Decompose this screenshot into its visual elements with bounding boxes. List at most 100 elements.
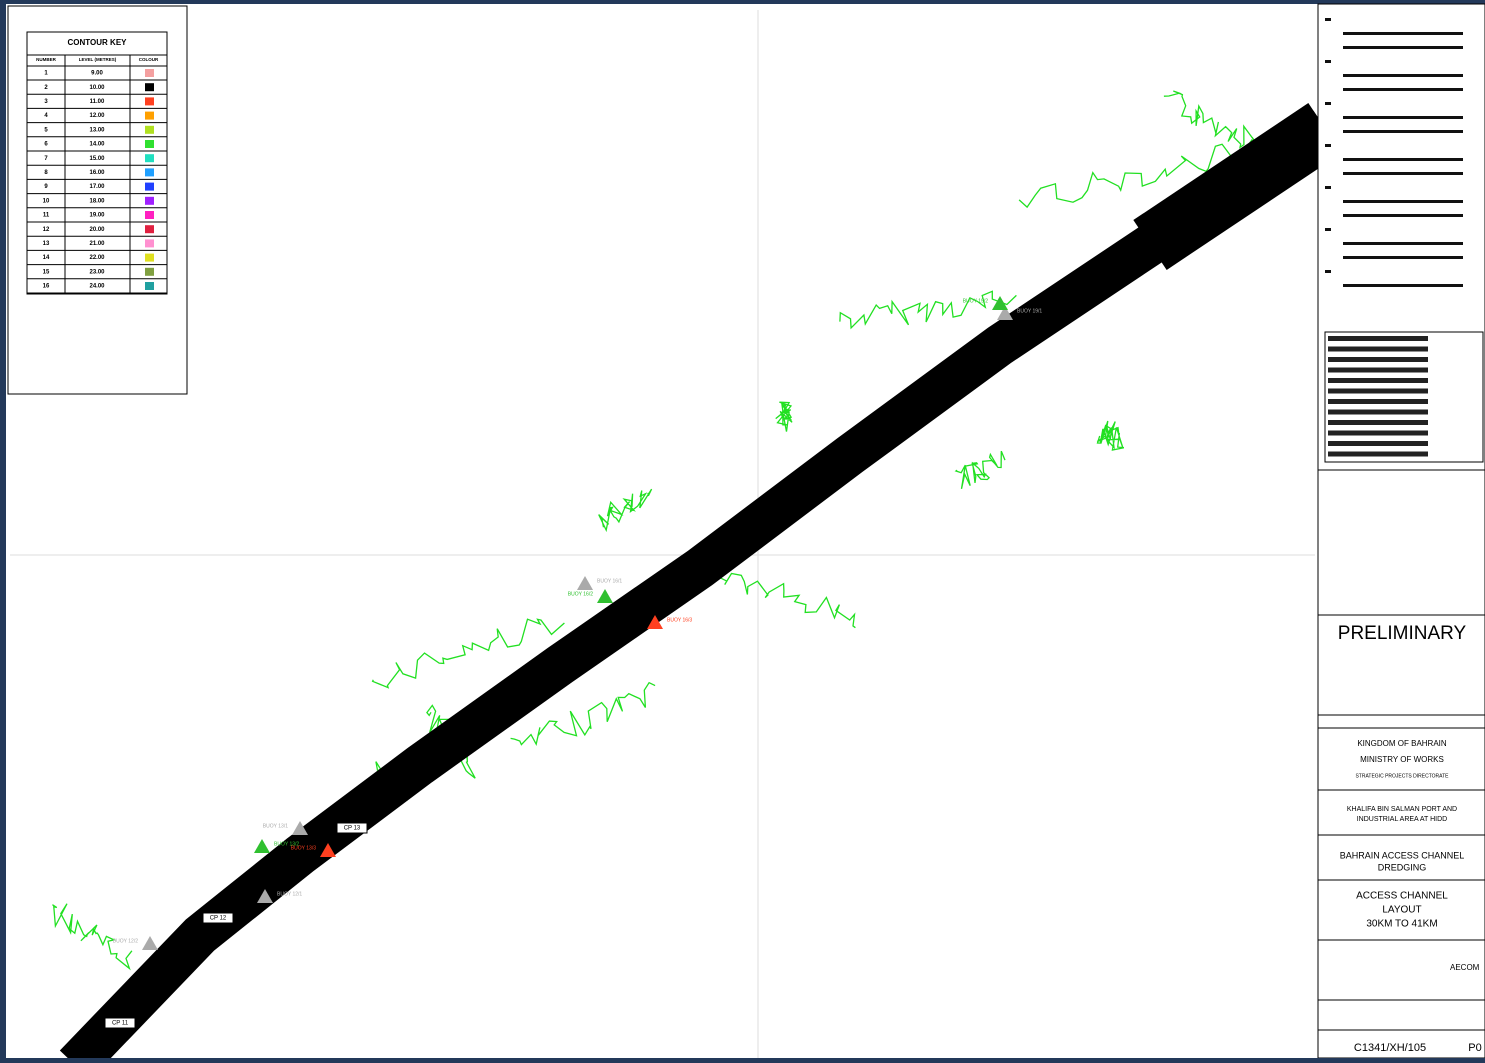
title-block-content: PRELIMINARY KINGDOM OF BAHRAIN MINISTRY OF… [1318,18,1485,1054]
buoy-symbol [320,843,336,857]
note-line [1343,242,1463,245]
revision: P0 [1468,1042,1481,1054]
coord-row [1328,346,1428,352]
contour-line [954,450,1006,490]
key-level: 15.00 [89,156,105,162]
key-level: 14.00 [89,142,105,148]
buoy-label: BUOY 16/2 [568,591,593,597]
key-swatch [145,282,154,290]
note-line [1343,200,1463,203]
note-line [1325,60,1331,63]
marker-box [336,822,368,834]
key-level: 22.00 [89,255,105,261]
key-swatch [145,267,154,276]
note-line [1343,158,1463,161]
key-swatch [145,196,154,205]
key-level: 18.00 [89,198,105,204]
note-line [1325,228,1331,231]
key-swatch [145,97,154,106]
key-number: 2 [44,85,48,91]
key-number: 1 [44,71,48,77]
note-line [1343,214,1463,217]
buoy-label: BUOY 19/2 [963,298,988,304]
client: STRATEGIC PROJECTS DIRECTORATE [1355,773,1449,779]
key-number: 5 [44,127,48,133]
title-block [1317,3,1485,1059]
coord-row [1328,451,1428,457]
key-header: NUMBER [36,57,56,62]
buoy-label: BUOY 13/3 [291,845,316,851]
contour-line [1018,138,1258,209]
buoy-label: BUOY 12/1 [277,891,302,897]
marker-label: CP 13 [344,826,361,832]
buoy-symbol [597,589,613,603]
coord-row [1328,399,1428,404]
key-swatch [145,111,154,120]
buoy-symbol [254,839,270,853]
marker-label: CP 12 [210,916,227,922]
key-level: 20.00 [89,227,105,233]
note-line [1343,88,1463,91]
key-number: 7 [44,156,48,162]
note-line [1325,270,1331,273]
buoy-label: BUOY 12/2 [113,938,138,944]
key-level: 11.00 [90,99,105,105]
contour-line [1096,420,1125,451]
key-level: 9.00 [91,71,103,77]
project: INDUSTRIAL AREA AT HIDD [1357,816,1448,823]
coord-table [1324,331,1484,463]
coord-row [1328,420,1428,425]
project: KHALIFA BIN SALMAN PORT AND [1347,806,1457,813]
key-swatch [145,154,154,163]
key-number: 11 [43,213,50,219]
channel [59,110,1337,1063]
key-number: 10 [43,198,50,204]
labels: BUOY 19/1 BUOY 19/2 BUOY 16/1 BUOY 16/2 BUOY… [104,296,1042,1029]
key-level: 23.00 [89,269,105,275]
contract: DREDGING [1378,862,1427,872]
key-number: 12 [43,227,50,233]
note-line [1343,130,1463,133]
coord-row [1328,336,1428,341]
buoy-symbol [142,936,158,950]
key-swatch [145,239,154,248]
consultant: AECOM [1450,963,1480,972]
key-level: 10.00 [89,85,105,91]
note-line [1343,74,1463,77]
key-header: COLOUR [139,57,159,62]
coord-row [1328,388,1428,394]
key-level: 19.00 [89,213,105,219]
key-level: 17.00 [89,184,105,190]
key-swatch [145,83,154,92]
buoy-symbol [997,306,1013,320]
coord-row [1328,441,1428,446]
contract: BAHRAIN ACCESS CHANNEL [1340,850,1465,860]
buoy-symbol [292,821,308,835]
marker-box [104,1017,136,1029]
coord-row [1328,367,1428,373]
key-number: 6 [44,142,48,148]
note-line [1325,144,1331,147]
contour-line [1163,90,1255,149]
key-swatch [145,140,154,148]
key-swatch [145,253,154,262]
key-swatch [145,125,154,134]
contour-line [598,488,653,533]
note-line [1343,32,1463,35]
buoy-label: BUOY 16/1 [597,578,622,584]
key-swatch [145,182,154,191]
contour-line [52,903,133,971]
buoy-symbol [577,576,593,590]
key-number: 15 [43,269,50,275]
buoy-symbol [647,615,663,629]
key-number: 4 [44,113,48,119]
contour-line [510,681,656,747]
key-level: 16.00 [89,170,105,176]
buoy-label: BUOY 13/1 [263,823,288,829]
key-level: 24.00 [89,284,105,290]
note-line [1325,102,1331,105]
buoy-label: BUOY 13/2 [274,841,299,847]
